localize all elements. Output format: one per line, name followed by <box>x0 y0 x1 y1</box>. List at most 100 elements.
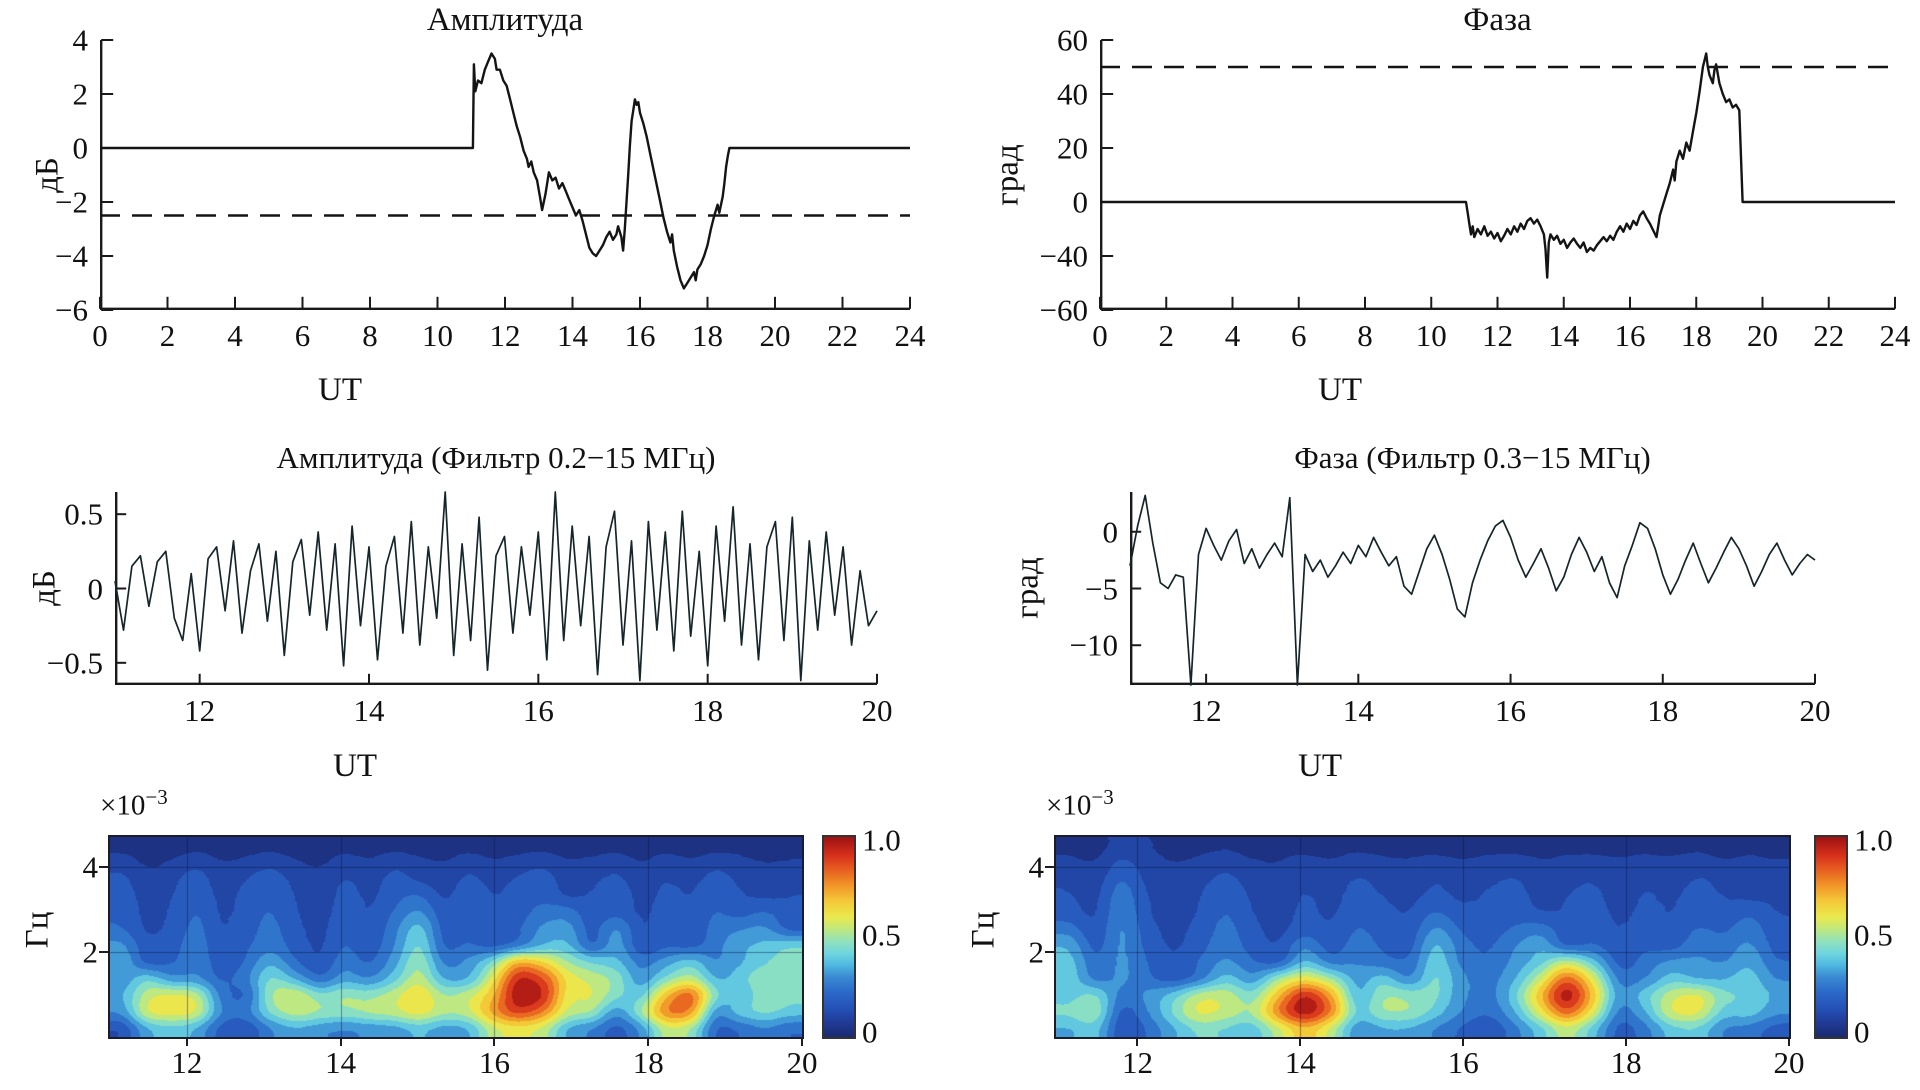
amplitude-spectrogram-y-axis-label: Гц <box>19 911 56 949</box>
x-tick-label: 12 <box>489 318 521 353</box>
y-tick-label: −6 <box>55 292 88 328</box>
filtered-amplitude-y-axis-label: дБ <box>26 570 63 606</box>
x-tick-label: 18 <box>1610 1045 1642 1080</box>
x-tick-mark <box>1788 1037 1790 1046</box>
x-tick-mark <box>1136 1037 1139 1046</box>
y-tick-label: 20 <box>1057 130 1088 166</box>
x-tick-label: 16 <box>624 318 656 353</box>
y-tick-mark <box>1045 950 1054 953</box>
amplitude-x-axis-label: UT <box>318 372 362 408</box>
panel-filtered-phase-title: Фаза (Фильтр 0.3−15 МГц) <box>1294 440 1651 475</box>
phase_filt-plot <box>1129 492 1816 686</box>
x-tick-label: 20 <box>1773 1045 1805 1080</box>
panel-filtered-amplitude-title: Амплитуда (Фильтр 0.2−15 МГц) <box>276 440 716 475</box>
spec_phase-heatmap-canvas <box>1056 837 1789 1037</box>
filtered-phase-y-axis-label: град <box>1009 557 1046 619</box>
multiplier-exponent: −3 <box>1091 785 1114 809</box>
phase-signal <box>1100 52 1895 279</box>
multiplier-base: ×10 <box>1046 789 1092 822</box>
y-tick-label: 4 <box>82 849 99 885</box>
y-tick-label: 2 <box>72 76 89 112</box>
y-tick-mark <box>99 950 108 953</box>
x-tick-label: 18 <box>692 693 724 728</box>
colorbar-tick-max: 1.0 <box>1854 822 1893 858</box>
x-tick-label: 22 <box>827 318 858 353</box>
x-tick-label: 16 <box>1614 318 1646 353</box>
x-tick-label: 12 <box>184 693 216 728</box>
x-tick-label: 14 <box>353 693 385 728</box>
axes <box>1130 492 1815 685</box>
x-tick-label: 20 <box>861 693 893 728</box>
panel-phase-raw: 0 2 4 6 8 10 12 14 16 18 20 22 24 60 40 20 0 −40 −60 <box>1040 25 1911 352</box>
colorbar-tick-min: 0 <box>1854 1014 1870 1050</box>
amplitude-signal <box>100 52 910 290</box>
x-tick-label: 18 <box>692 318 723 353</box>
x-tick-label: 14 <box>325 1045 357 1080</box>
y-tick-label: 0.5 <box>64 496 103 532</box>
y-tick-label: 2 <box>1028 934 1045 970</box>
y-tick-label: 0 <box>1102 514 1119 550</box>
x-tick-mark <box>339 1037 342 1046</box>
x-tick-label: 0 <box>92 318 108 353</box>
x-tick-label: 18 <box>1680 318 1712 353</box>
phase-y-axis-label: град <box>989 144 1026 206</box>
amp_filt-plot <box>114 491 878 685</box>
axes <box>115 492 877 685</box>
spec_amp-heatmap-canvas <box>110 837 802 1037</box>
x-tick-mark <box>1299 1037 1302 1046</box>
filtered-amplitude <box>114 491 878 682</box>
multiplier-exponent: −3 <box>145 785 168 809</box>
x-tick-label: 4 <box>1224 318 1241 353</box>
y-tick-label: 0 <box>87 571 104 606</box>
filtered-phase-x-axis-label: UT <box>1298 748 1342 784</box>
x-tick-label: 12 <box>1121 1045 1153 1080</box>
y-tick-label: −4 <box>55 238 88 274</box>
y-tick-label: 0 <box>1072 184 1089 220</box>
y-tick-label: 40 <box>1057 76 1088 112</box>
x-tick-mark <box>185 1037 188 1046</box>
x-tick-label: 16 <box>522 693 554 728</box>
y-tick-label: 4 <box>1028 849 1045 885</box>
colorbar-tick-min: 0 <box>862 1014 878 1050</box>
x-tick-mark <box>493 1037 496 1046</box>
phase-spectrogram-multiplier: ×10−3 <box>1046 785 1114 823</box>
colorbar-tick-max: 1.0 <box>862 822 901 858</box>
x-tick-label: 20 <box>786 1045 818 1080</box>
amplitude-spectrogram-multiplier: ×10−3 <box>100 785 168 823</box>
x-tick-label: 6 <box>1291 318 1307 353</box>
amp_raw-plot <box>99 39 911 311</box>
y-tick-mark <box>99 865 108 868</box>
x-tick-mark <box>801 1037 803 1046</box>
multiplier-base: ×10 <box>100 789 146 822</box>
y-tick-label: −10 <box>1069 627 1118 663</box>
x-tick-label: 12 <box>171 1045 203 1080</box>
x-tick-label: 14 <box>1548 318 1580 353</box>
x-tick-label: 0 <box>1092 318 1108 353</box>
y-tick-label: −60 <box>1039 292 1088 328</box>
y-tick-label: 2 <box>82 934 99 970</box>
x-tick-label: 24 <box>894 318 926 353</box>
x-tick-label: 2 <box>1158 318 1175 353</box>
phase_raw-plot <box>1099 39 1896 311</box>
panel-filtered-amplitude: 12 14 16 18 20 0.5 0 −0.5 <box>47 491 893 726</box>
x-tick-label: 10 <box>1415 318 1447 353</box>
x-tick-label: 20 <box>1747 318 1778 353</box>
filtered-amplitude-x-axis-label: UT <box>333 748 377 784</box>
y-tick-label: 60 <box>1057 22 1088 58</box>
x-tick-label: 16 <box>1495 693 1527 728</box>
colorbar-tick-mid: 0.5 <box>862 917 901 953</box>
x-tick-label: 12 <box>1482 318 1513 353</box>
amplitude-spectrogram: 12 14 16 18 20 4 2 <box>83 835 818 1078</box>
x-tick-label: 16 <box>1447 1045 1479 1080</box>
amplitude-y-axis-label: дБ <box>29 157 66 193</box>
x-tick-label: 2 <box>159 318 176 353</box>
x-tick-label: 20 <box>759 318 791 353</box>
filtered-phase <box>1129 494 1816 686</box>
x-tick-mark <box>1625 1037 1628 1046</box>
x-tick-label: 22 <box>1813 318 1845 353</box>
x-tick-label: 18 <box>632 1045 664 1080</box>
y-tick-label: −5 <box>1085 571 1118 606</box>
y-tick-label: 4 <box>72 22 89 58</box>
x-tick-label: 12 <box>1190 693 1222 728</box>
